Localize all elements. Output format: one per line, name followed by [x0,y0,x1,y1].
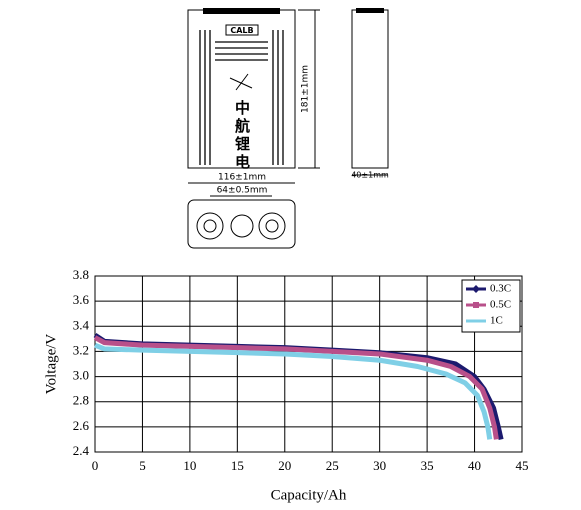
legend-label: 1C [490,315,503,327]
y-axis-label: Voltage/V [43,334,59,395]
terminal-dim: 64±0.5mm [217,186,268,196]
battery-drawing: CALB 中航锂电 181±1mm 40±1mm 116±1mm 64±0.5m… [187,8,389,249]
series-line [94,342,493,440]
x-tick-label: 35 [421,458,434,473]
y-tick-label: 3.8 [73,267,89,282]
brand-cn: 中航锂电 [233,99,251,172]
series-line [93,335,499,440]
legend-marker [472,285,480,293]
x-tick-label: 0 [92,458,99,473]
x-tick-label: 5 [139,458,146,473]
legend-marker [473,302,479,308]
y-tick-label: 3.6 [73,292,90,307]
legend-label: 0.5C [490,299,511,311]
x-tick-label: 10 [183,458,196,473]
x-tick-label: 20 [278,458,291,473]
legend-label: 0.3C [490,283,511,295]
x-tick-label: 15 [231,458,244,473]
top-cap [203,8,280,14]
x-tick-label: 25 [326,458,339,473]
y-tick-label: 3.0 [73,368,89,383]
x-tick-label: 30 [373,458,386,473]
y-tick-label: 2.8 [73,393,89,408]
y-tick-label: 3.4 [73,317,90,332]
y-tick-label: 2.6 [73,418,90,433]
width-dim: 116±1mm [218,173,266,183]
x-axis-label: Capacity/Ah [271,487,347,503]
brand: CALB [230,26,253,35]
top-view [187,199,296,249]
x-tick-label: 45 [516,458,529,473]
height-dim: 181±1mm [301,65,311,113]
y-tick-label: 2.4 [73,443,90,458]
thickness-dim: 40±1mm [351,171,389,180]
y-tick-label: 3.2 [73,342,89,357]
logo-mark [229,73,253,91]
ribs [199,30,284,165]
side-view [351,9,389,169]
x-tick-label: 40 [468,458,481,473]
logo-box [225,24,259,36]
